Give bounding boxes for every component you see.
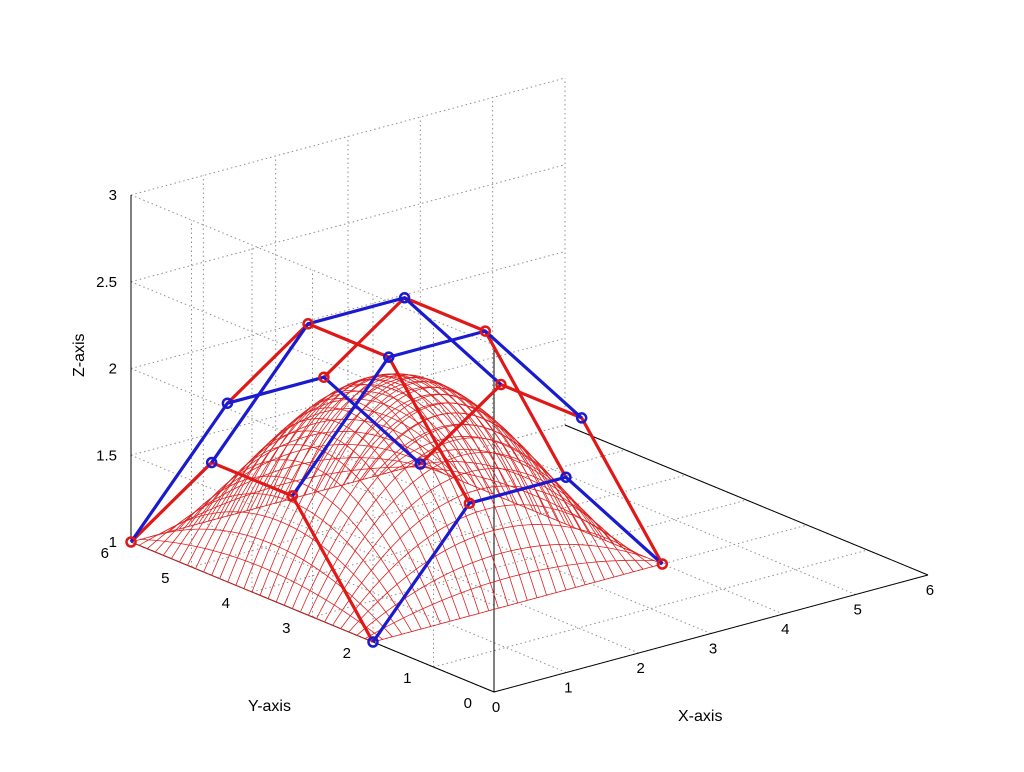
control-point-marker (367, 636, 379, 648)
y-axis-label: Y-axis (248, 698, 291, 715)
y-tick-label: 2 (343, 645, 351, 662)
control-point-marker (414, 458, 427, 470)
x-tick-label: 5 (853, 602, 861, 619)
control-net-line-red (226, 322, 471, 505)
x-axis-line (493, 574, 929, 693)
back-wall-z-grid-line (130, 424, 566, 543)
control-net-line-blue (210, 296, 503, 464)
floor-grid-line-y (251, 474, 687, 593)
z-tick-label: 2.5 (96, 274, 117, 291)
surface-mesh-line (236, 397, 480, 614)
control-point-marker (463, 497, 476, 509)
surface-mesh-line (324, 468, 615, 623)
control-point-marker (495, 378, 507, 391)
surface-mesh-line (150, 528, 393, 638)
surface-mesh-line (332, 485, 623, 626)
surface-mesh-line (169, 493, 412, 632)
surface-mesh-line (179, 408, 470, 563)
surface-mesh-line (291, 412, 583, 609)
back-wall-z-grid-line (130, 251, 566, 369)
back-wall-z-grid-line (130, 164, 566, 283)
y-tick-label: 0 (464, 695, 472, 712)
y-tick-label: 6 (101, 545, 109, 562)
z-tick-label: 2 (109, 361, 117, 378)
control-net-line-red (419, 382, 664, 565)
z-tick-label: 3 (109, 187, 117, 204)
control-point-marker (398, 292, 411, 304)
control-net-line-blue (129, 375, 422, 543)
control-point-marker (302, 318, 314, 330)
x-tick-label: 4 (781, 621, 789, 638)
surface-mesh-line (348, 524, 639, 633)
floor-grid-line-y (372, 524, 808, 643)
control-point-marker (221, 397, 234, 409)
y-tick-label: 5 (161, 570, 169, 587)
surface-mesh-line (283, 402, 574, 606)
y-tick-label: 1 (403, 670, 411, 687)
control-point-marker (205, 456, 218, 469)
axes-layer (130, 195, 929, 693)
surface-mesh-line (146, 457, 437, 549)
surface-mesh-line (227, 373, 518, 583)
surface-mesh-line (162, 430, 453, 556)
z-tick-label: 1.5 (96, 447, 117, 464)
surface-mesh-line (364, 559, 655, 640)
control-point-marker (383, 351, 395, 363)
control-net-layer (125, 292, 669, 648)
x-tick-label: 1 (564, 680, 572, 697)
floor-grid-line-y (191, 449, 626, 568)
z-tick-label: 1 (109, 534, 117, 551)
surface-mesh-line (217, 418, 461, 619)
surface-mesh-line (267, 386, 558, 599)
back-wall-z-grid-line (130, 337, 566, 456)
surface-mesh-line (170, 418, 461, 559)
control-point-marker (575, 412, 588, 424)
floor-edge-right (564, 424, 929, 576)
y-tick-label: 4 (222, 595, 230, 612)
surface-mesh-line (130, 463, 421, 543)
surface-mesh-line (275, 393, 566, 603)
control-point-marker (286, 490, 299, 502)
x-axis-label: X-axis (678, 708, 722, 725)
x-tick-label: 0 (492, 699, 500, 716)
z-axis-label: Z-axis (71, 333, 88, 377)
surface-mesh-line (159, 511, 403, 635)
control-point-marker (560, 471, 572, 483)
control-point-marker (318, 371, 330, 383)
surface-mesh-line (211, 379, 502, 576)
surface-mesh-line (340, 504, 631, 629)
surface-layer (130, 373, 663, 643)
back-wall-z-grid-line (130, 77, 566, 196)
surface-mesh-line (154, 444, 445, 553)
floor-grid-line-y (312, 499, 747, 618)
control-point-marker (656, 558, 669, 570)
grid-layer (130, 77, 929, 693)
floor-grid-line-y (433, 549, 868, 668)
x-tick-label: 6 (926, 582, 934, 599)
x-tick-label: 2 (636, 660, 644, 677)
control-net-line-blue (291, 329, 583, 497)
surface-mesh-line (243, 374, 534, 589)
control-point-marker (479, 325, 492, 337)
control-net-line-red (129, 460, 375, 643)
x-tick-label: 3 (709, 641, 717, 658)
surface-mesh-line (372, 563, 663, 643)
surface-mesh-line (300, 424, 591, 613)
surface-mesh-line (138, 466, 429, 546)
y-tick-label: 3 (282, 620, 290, 637)
control-point-marker (125, 536, 137, 548)
control-net-line-blue (371, 475, 664, 643)
control-net-line-red (322, 296, 568, 478)
